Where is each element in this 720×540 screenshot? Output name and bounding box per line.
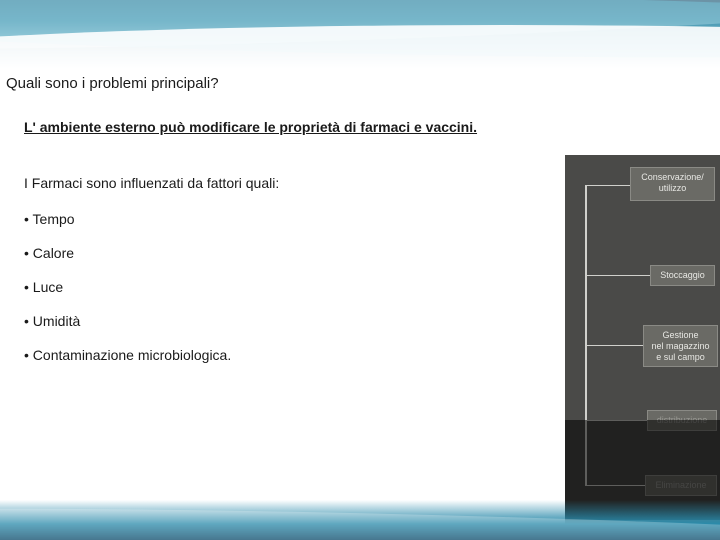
connector-line: [585, 275, 650, 276]
flow-node: Stoccaggio: [650, 265, 715, 286]
bullet-item: • Tempo: [24, 211, 544, 227]
connector-line: [585, 345, 643, 346]
flow-node: Gestionenel magazzinoe sul campo: [643, 325, 718, 367]
bullet-item: • Luce: [24, 279, 544, 295]
factors-heading: I Farmaci sono influenzati da fattori qu…: [24, 175, 544, 191]
footer-decoration: [0, 500, 720, 540]
content-area: L' ambiente esterno può modificare le pr…: [24, 118, 544, 381]
intro-statement: L' ambiente esterno può modificare le pr…: [24, 118, 544, 137]
header-decoration: [0, 0, 720, 70]
connector-line: [585, 185, 630, 186]
bullet-item: • Contaminazione microbiologica.: [24, 347, 544, 363]
bullet-item: • Umidità: [24, 313, 544, 329]
slide-title: Quali sono i problemi principali?: [6, 75, 219, 92]
bullet-item: • Calore: [24, 245, 544, 261]
flow-node: Conservazione/utilizzo: [630, 167, 715, 201]
